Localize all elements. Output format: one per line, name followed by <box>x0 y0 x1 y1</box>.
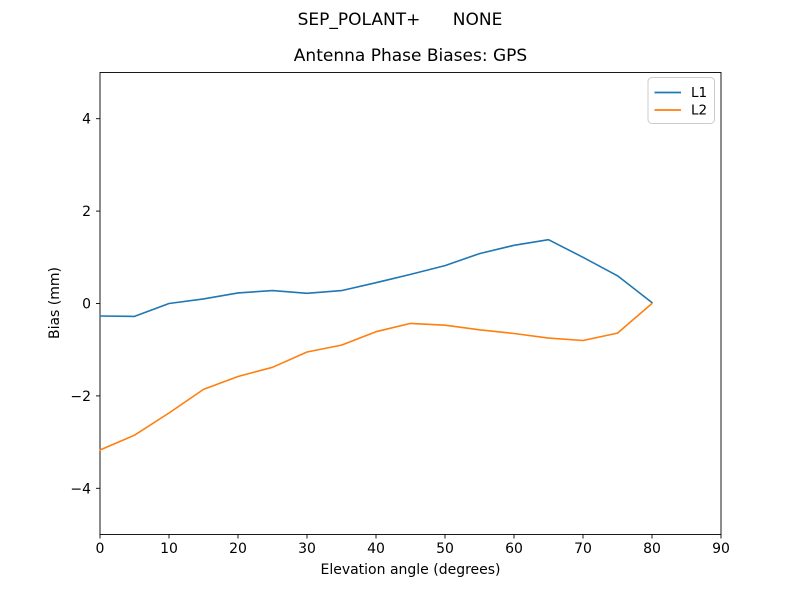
plot-area <box>99 72 722 535</box>
x-tick-label: 90 <box>712 541 730 557</box>
x-axis-ticks: 0 10 20 30 40 50 60 70 80 90 <box>96 534 730 557</box>
legend-box <box>647 77 715 124</box>
axes-title: Antenna Phase Biases: GPS <box>294 46 527 66</box>
x-tick-label: 60 <box>505 541 523 557</box>
figure-suptitle: SEP_POLANT+ NONE <box>298 10 503 30</box>
series-line-l1 <box>99 238 653 318</box>
legend-label-l1: L1 <box>691 85 707 101</box>
x-tick-label: 40 <box>367 541 385 557</box>
x-tick-label: 50 <box>436 541 454 557</box>
x-tick-label: 30 <box>298 541 316 557</box>
y-tick-label: −4 <box>70 481 91 497</box>
y-tick-label: −2 <box>70 389 91 405</box>
y-axis-ticks: −4 −2 0 2 4 <box>70 112 100 497</box>
y-tick-label: 0 <box>82 297 91 313</box>
x-tick-label: 80 <box>643 541 661 557</box>
x-tick-label: 20 <box>229 541 247 557</box>
legend-label-l2: L2 <box>691 103 707 119</box>
series-lines <box>99 238 653 451</box>
x-tick-label: 0 <box>96 541 105 557</box>
y-tick-label: 4 <box>82 112 91 128</box>
x-tick-label: 10 <box>160 541 178 557</box>
y-axis-label: Bias (mm) <box>47 267 63 339</box>
x-tick-label: 70 <box>574 541 592 557</box>
y-tick-label: 2 <box>82 204 91 220</box>
series-line-l2 <box>99 302 653 451</box>
x-axis-label: Elevation angle (degrees) <box>320 562 500 578</box>
